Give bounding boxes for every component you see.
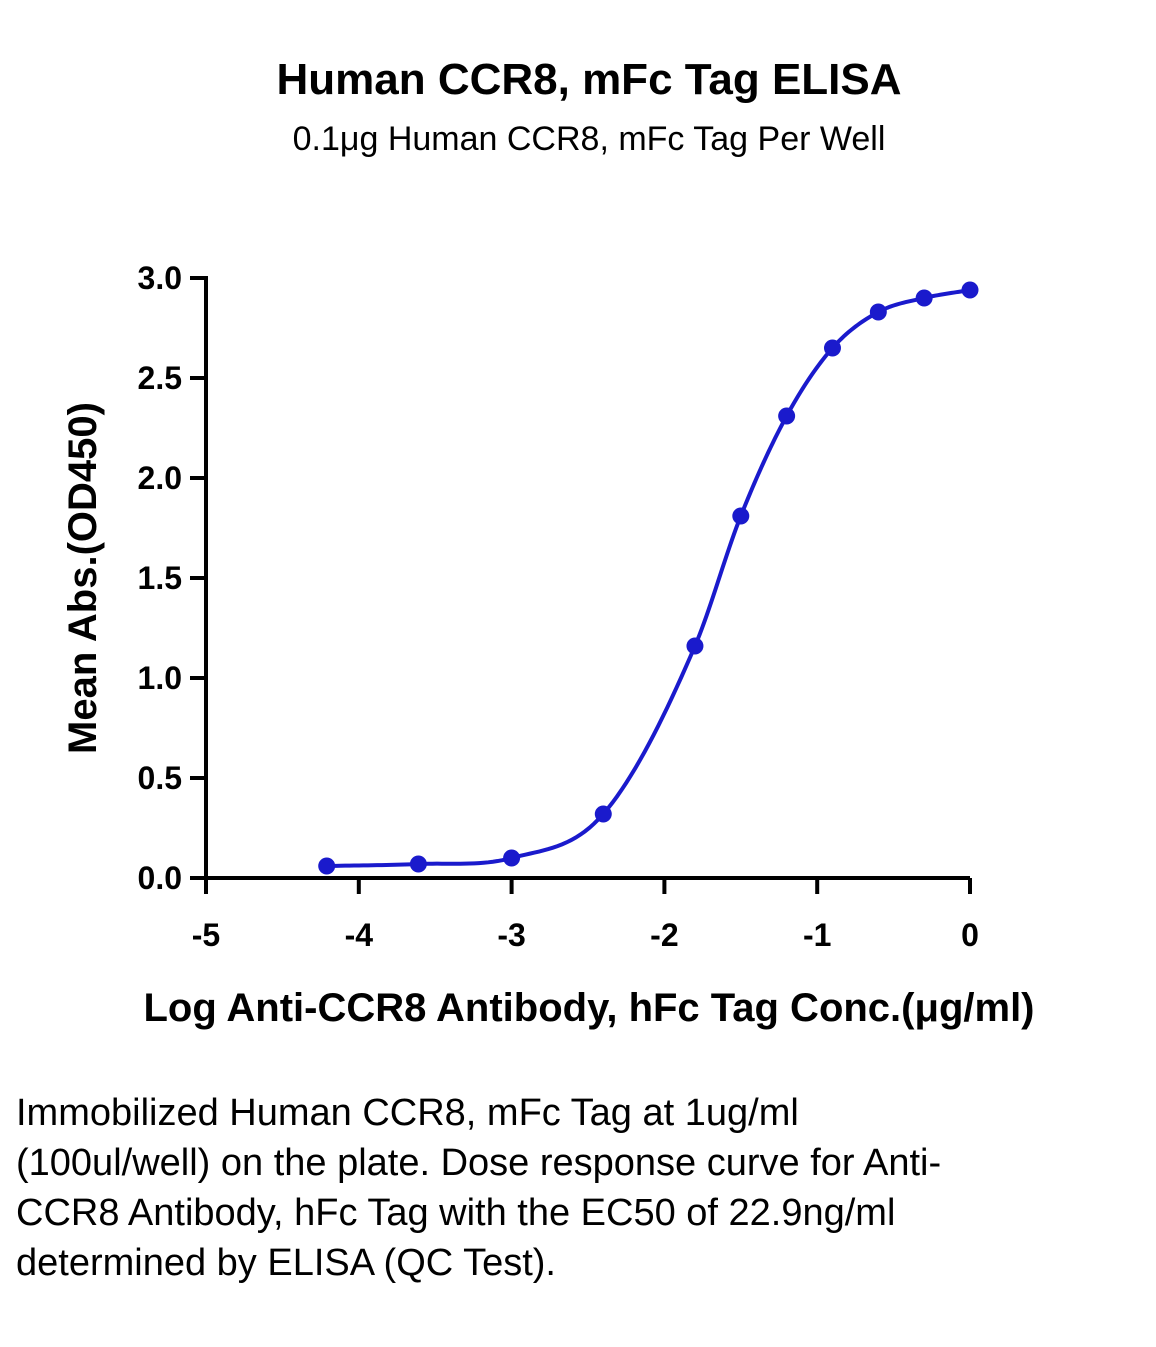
data-point — [686, 637, 704, 655]
data-point — [823, 339, 841, 357]
data-point — [915, 289, 933, 307]
x-tick-label: -5 — [192, 917, 220, 953]
data-point — [732, 507, 750, 525]
data-point — [594, 805, 612, 823]
data-point — [778, 407, 796, 425]
y-tick-label: 2.0 — [138, 460, 182, 496]
data-point — [409, 855, 427, 873]
y-tick-label: 2.5 — [138, 360, 182, 396]
x-tick-label: -4 — [345, 917, 374, 953]
data-point — [318, 857, 336, 875]
y-tick-label: 3.0 — [138, 260, 182, 296]
data-point — [961, 281, 979, 299]
data-point — [503, 849, 521, 867]
y-tick-label: 1.0 — [138, 660, 182, 696]
figure-caption: Immobilized Human CCR8, mFc Tag at 1ug/m… — [16, 1092, 942, 1284]
x-ticks: -5 -4 -3 -2 -1 0 — [192, 878, 979, 953]
x-axis-label: Log Anti-CCR8 Antibody, hFc Tag Conc.(μg… — [143, 986, 1034, 1030]
x-tick-label: -3 — [497, 917, 525, 953]
elisa-chart: Human CCR8, mFc Tag ELISA 0.1μg Human CC… — [61, 55, 1035, 1030]
chart-subtitle: 0.1μg Human CCR8, mFc Tag Per Well — [293, 120, 886, 158]
fit-curve — [326, 288, 971, 868]
data-points — [318, 281, 979, 875]
x-tick-label: -1 — [803, 917, 831, 953]
x-tick-label: -2 — [650, 917, 678, 953]
chart-title: Human CCR8, mFc Tag ELISA — [276, 55, 901, 104]
y-ticks: 0.0 0.5 1.0 1.5 2.0 2.5 3.0 — [138, 260, 206, 896]
data-point — [869, 303, 887, 321]
x-tick-label: 0 — [961, 917, 979, 953]
y-tick-label: 0.0 — [138, 860, 182, 896]
axes — [204, 276, 970, 880]
y-axis-label: Mean Abs.(OD450) — [61, 402, 105, 754]
y-tick-label: 0.5 — [138, 760, 182, 796]
y-tick-label: 1.5 — [138, 560, 182, 596]
